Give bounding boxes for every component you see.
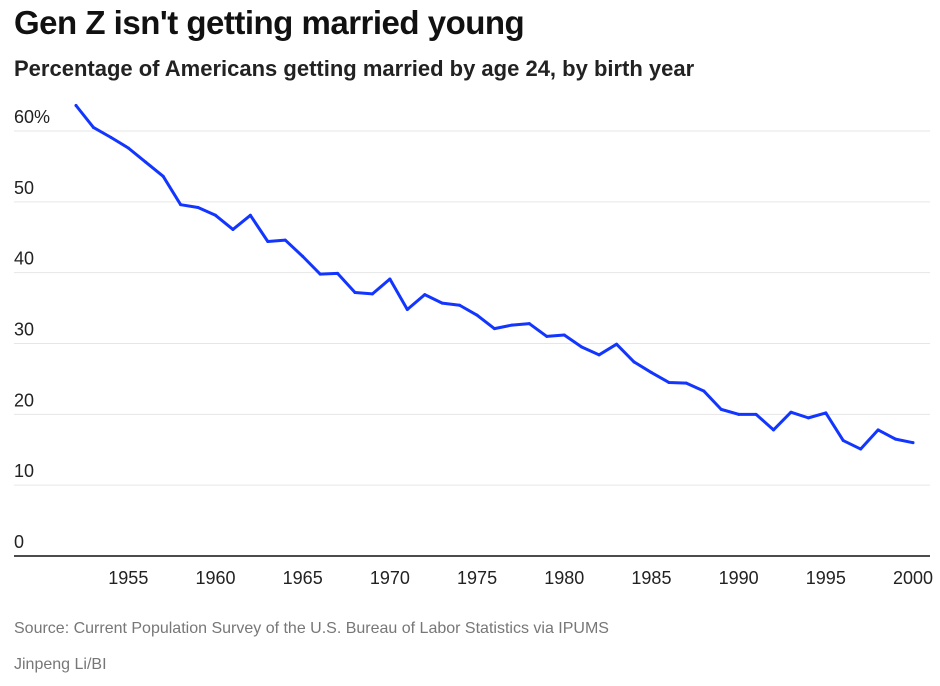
y-tick-label: 50 xyxy=(14,178,34,198)
x-tick-label: 1990 xyxy=(719,568,759,588)
data-point-1999 xyxy=(894,437,898,441)
data-point-1966 xyxy=(318,272,322,276)
data-point-1956 xyxy=(144,160,148,164)
y-tick-label: 10 xyxy=(14,461,34,481)
data-point-1962 xyxy=(248,213,252,217)
data-point-1959 xyxy=(196,206,200,209)
data-point-1991 xyxy=(754,412,758,416)
data-point-1990 xyxy=(737,412,741,416)
data-point-1976 xyxy=(493,327,496,331)
data-point-1983 xyxy=(615,342,619,346)
chart-title: Gen Z isn't getting married young xyxy=(14,4,525,41)
chart-subtitle: Percentage of Americans getting married … xyxy=(14,56,695,81)
x-axis-labels: 1955 1960 1965 1970 1975 1980 1985 1990 1995 2000 xyxy=(108,568,933,588)
source-note: Source: Current Population Survey of the… xyxy=(14,620,609,637)
data-point-1971 xyxy=(405,308,409,311)
series-line xyxy=(74,104,915,451)
data-point-1988 xyxy=(702,389,706,393)
data-point-1963 xyxy=(266,240,270,243)
data-point-1973 xyxy=(440,301,444,305)
credit-note: Jinpeng Li/BI xyxy=(14,656,107,673)
x-tick-label: 1975 xyxy=(457,568,497,588)
data-point-1997 xyxy=(859,447,863,451)
data-point-1967 xyxy=(336,271,340,275)
data-point-1978 xyxy=(527,322,531,326)
x-tick-label: 1985 xyxy=(631,568,671,588)
data-point-1970 xyxy=(388,277,392,281)
x-tick-label: 1955 xyxy=(108,568,148,588)
data-point-1992 xyxy=(772,428,775,432)
y-tick-label: 30 xyxy=(14,320,34,340)
data-point-1955 xyxy=(126,146,130,150)
data-point-1979 xyxy=(545,334,549,338)
data-point-1968 xyxy=(353,291,357,294)
data-point-1953 xyxy=(91,125,95,129)
y-tick-label: 20 xyxy=(14,390,34,410)
x-tick-label: 1980 xyxy=(544,568,584,588)
data-point-1969 xyxy=(370,292,374,296)
x-tick-label: 1970 xyxy=(370,568,410,588)
gridlines xyxy=(14,130,930,486)
x-tick-label: 2000 xyxy=(893,568,933,588)
data-point-1995 xyxy=(824,411,828,415)
data-point-1982 xyxy=(597,353,601,357)
data-point-1977 xyxy=(510,323,514,327)
data-point-1989 xyxy=(719,407,723,411)
data-point-1984 xyxy=(632,360,636,364)
data-point-1987 xyxy=(684,381,688,385)
x-tick-label: 1965 xyxy=(283,568,323,588)
data-point-1972 xyxy=(423,293,427,297)
data-points xyxy=(74,104,915,451)
data-point-1985 xyxy=(649,371,653,375)
y-tick-label: 40 xyxy=(14,249,34,269)
data-point-1981 xyxy=(580,345,584,349)
data-point-2000 xyxy=(911,441,915,445)
data-point-1975 xyxy=(475,313,479,317)
data-point-1964 xyxy=(283,238,287,242)
x-tick-label: 1995 xyxy=(806,568,846,588)
data-point-1965 xyxy=(301,254,305,258)
data-point-1986 xyxy=(667,380,671,384)
y-axis-labels: 0 10 20 30 40 50 60% xyxy=(14,107,50,552)
data-point-1994 xyxy=(806,416,810,420)
data-point-1974 xyxy=(458,303,462,307)
data-point-1960 xyxy=(214,213,217,217)
data-point-1958 xyxy=(179,203,183,207)
data-point-1993 xyxy=(789,410,793,414)
data-point-1996 xyxy=(841,439,845,443)
data-point-1954 xyxy=(109,135,113,139)
data-point-1952 xyxy=(74,104,78,107)
y-tick-label: 60% xyxy=(14,107,50,127)
data-point-1961 xyxy=(231,227,235,231)
data-point-1957 xyxy=(161,174,165,178)
data-point-1998 xyxy=(876,428,880,432)
data-point-1980 xyxy=(562,333,566,337)
y-tick-label: 0 xyxy=(14,532,24,552)
x-tick-label: 1960 xyxy=(195,568,235,588)
